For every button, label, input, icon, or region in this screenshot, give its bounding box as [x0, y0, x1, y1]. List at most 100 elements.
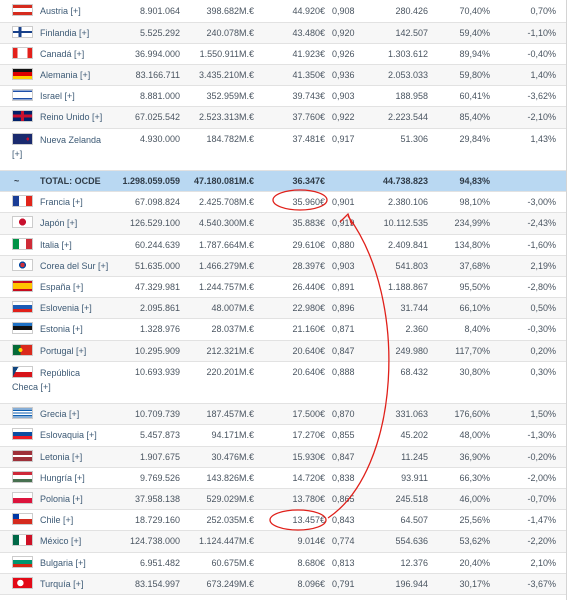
- value-cell: 0,888: [332, 366, 355, 377]
- value-cell: 331.063: [395, 409, 428, 420]
- country-link[interactable]: Italia [+]: [40, 239, 72, 250]
- country-link[interactable]: Corea del Sur [+]: [40, 260, 109, 271]
- value-cell: 124.738.000: [129, 536, 180, 547]
- value-cell: 2.425.708M.€: [198, 197, 254, 208]
- country-cell: Turquía [+]: [12, 574, 137, 595]
- value-cell: 1,43%: [530, 133, 556, 144]
- value-cell: 8.096€: [297, 578, 325, 589]
- value-cell: 0,901: [332, 197, 355, 208]
- value-cell: 0,926: [332, 48, 355, 59]
- country-link[interactable]: Israel [+]: [40, 91, 75, 102]
- country-link[interactable]: España [+]: [40, 282, 84, 292]
- value-cell: 2.095.861: [139, 303, 180, 314]
- country-link[interactable]: Grecia [+]: [40, 409, 80, 420]
- flag-icon: [12, 407, 33, 420]
- table-row: Canadá [+] 36.994.000 1.550.911M.€ 41.923€ 0…: [0, 44, 566, 65]
- country-cell: Finlandia [+]: [12, 23, 137, 44]
- country-link[interactable]: Portugal [+]: [40, 345, 87, 356]
- flag-icon: [12, 89, 33, 102]
- value-cell: 2.523.313M.€: [198, 112, 254, 123]
- value-cell: 2.053.033: [387, 70, 428, 80]
- country-link[interactable]: Polonia [+]: [40, 494, 83, 504]
- value-cell: 398.682M.€: [206, 6, 254, 17]
- value-cell: 10.112.535: [383, 218, 428, 229]
- country-cell: Reino Unido [+]: [12, 107, 137, 128]
- value-cell: 28.037M.€: [211, 324, 254, 335]
- country-link[interactable]: Japón [+]: [40, 218, 78, 229]
- country-link[interactable]: Estonia [+]: [40, 324, 83, 335]
- value-cell: 0,896: [332, 303, 355, 314]
- country-cell: Francia [+]: [12, 192, 137, 213]
- value-cell: -3,67%: [527, 578, 556, 589]
- value-cell: 673.249M.€: [206, 578, 254, 589]
- flag-icon: [12, 322, 33, 335]
- value-cell: 0,891: [332, 282, 355, 292]
- flag-icon: [12, 365, 33, 378]
- value-cell: 9.769.526: [139, 472, 180, 483]
- country-link[interactable]: Turquía [+]: [40, 578, 84, 589]
- country-link[interactable]: Chile [+]: [40, 515, 74, 526]
- country-link[interactable]: República Checa [+]: [12, 367, 81, 392]
- country-link[interactable]: Austria [+]: [40, 6, 81, 17]
- value-cell: 212.321M.€: [206, 345, 254, 356]
- value-cell: 184.782M.€: [206, 133, 254, 144]
- value-cell: 37.958.138: [134, 494, 180, 504]
- value-cell: 83.154.997: [134, 578, 180, 589]
- country-link[interactable]: Canadá [+]: [40, 48, 85, 59]
- value-cell: 29.610€: [292, 239, 325, 250]
- value-cell: 0,920: [332, 27, 355, 38]
- value-cell: 0,30%: [530, 366, 556, 377]
- country-link[interactable]: Eslovenia [+]: [40, 303, 92, 314]
- table-row: Japón [+] 126.529.100 4.540.300M.€ 35.883€ 0…: [0, 213, 566, 235]
- value-cell: 51.306: [400, 133, 428, 144]
- value-cell: 59,80%: [459, 70, 490, 80]
- value-cell: 21.160€: [292, 324, 325, 335]
- value-cell: 35.883€: [292, 218, 325, 229]
- value-cell: 31.744: [400, 303, 428, 314]
- table-row: Francia [+] 67.098.824 2.425.708M.€ 35.960€…: [0, 192, 566, 214]
- table-row: Hungría [+] 9.769.526 143.826M.€ 14.720€ 0,8…: [0, 468, 566, 489]
- country-link[interactable]: Alemania [+]: [40, 70, 91, 80]
- country-link[interactable]: Francia [+]: [40, 197, 83, 208]
- value-cell: 64.507: [400, 515, 428, 526]
- value-cell: 94.171M.€: [211, 430, 254, 441]
- value-cell: 220.201M.€: [206, 366, 254, 377]
- country-link[interactable]: Eslovaquia [+]: [40, 430, 97, 441]
- country-link[interactable]: Bulgaria [+]: [40, 557, 86, 568]
- value-cell: -2,20%: [527, 536, 556, 547]
- value-cell: 37.481€: [292, 133, 325, 144]
- flag-icon: [12, 555, 33, 568]
- value-cell: 13.780€: [292, 494, 325, 504]
- country-link[interactable]: Letonia [+]: [40, 451, 83, 462]
- value-cell: 47.329.981: [134, 282, 180, 292]
- table-row: Reino Unido [+] 67.025.542 2.523.313M.€ 37.…: [0, 107, 566, 129]
- country-link[interactable]: Hungría [+]: [40, 472, 85, 483]
- flag-icon: [12, 534, 33, 547]
- value-cell: 0,871: [332, 324, 355, 335]
- value-cell: -2,80%: [527, 282, 556, 292]
- flag-icon: [12, 449, 33, 462]
- value-cell: -2,10%: [527, 112, 556, 123]
- value-cell: 143.826M.€: [206, 472, 254, 483]
- value-cell: 126.529.100: [129, 218, 180, 229]
- country-cell: Portugal [+]: [12, 341, 137, 362]
- value-cell: 70,40%: [459, 6, 490, 17]
- country-link[interactable]: México [+]: [40, 536, 82, 547]
- value-cell: 85,40%: [459, 112, 490, 123]
- value-cell: 554.636: [395, 536, 428, 547]
- flag-icon: [12, 301, 33, 314]
- country-link[interactable]: Reino Unido [+]: [40, 112, 103, 123]
- value-cell: -1,30%: [527, 430, 556, 441]
- value-cell: 43.480€: [292, 27, 325, 38]
- value-cell: 26.440€: [292, 282, 325, 292]
- value-cell: 4.930.000: [139, 133, 180, 144]
- country-link[interactable]: Finlandia [+]: [40, 27, 90, 38]
- value-cell: 10.295.909: [134, 345, 180, 356]
- table-row: México [+] 124.738.000 1.124.447M.€ 9.014€ 0…: [0, 531, 566, 553]
- flag-icon: [12, 576, 33, 589]
- country-link[interactable]: Nueva Zelanda [+]: [12, 134, 102, 159]
- value-cell: 245.518: [395, 494, 428, 504]
- country-cell: Bulgaria [+]: [12, 553, 137, 574]
- value-cell: 2.223.544: [387, 112, 428, 123]
